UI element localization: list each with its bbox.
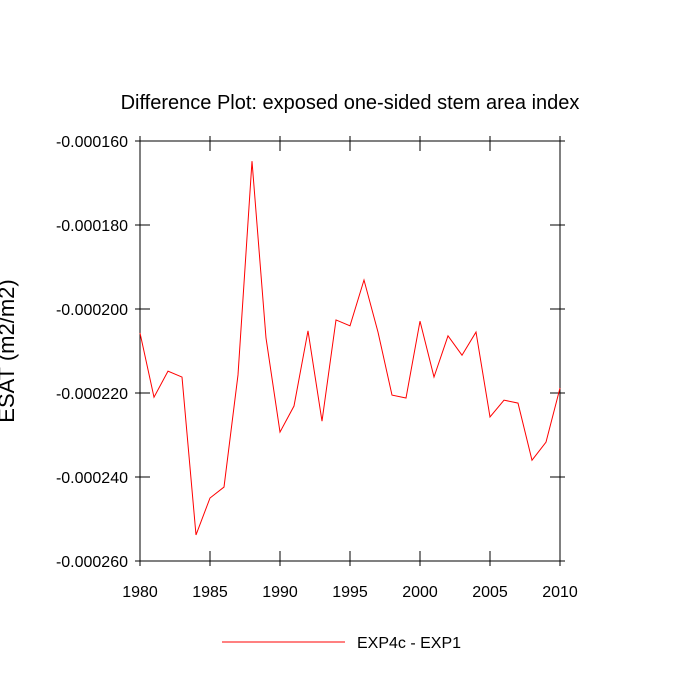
y-tick-label: -0.000180 (56, 218, 128, 235)
plot-frame (139, 140, 561, 562)
y-tick-label: -0.000160 (56, 134, 128, 151)
legend-label: EXP4c - EXP1 (357, 635, 461, 652)
x-tick-label: 1995 (332, 584, 368, 601)
x-tick-label: 1980 (122, 584, 158, 601)
x-tick-label: 1985 (192, 584, 228, 601)
y-tick-label: -0.000200 (56, 302, 128, 319)
x-tick-label: 2005 (472, 584, 508, 601)
y-axis-label: ESAT (m2/m2) (0, 279, 19, 422)
y-tick-label: -0.000260 (56, 554, 128, 571)
data-line (139, 161, 561, 536)
chart-title: Difference Plot: exposed one-sided stem … (121, 92, 580, 114)
x-tick-label: 1990 (262, 584, 298, 601)
y-tick-label: -0.000220 (56, 386, 128, 403)
x-tick-label: 2010 (542, 584, 578, 601)
x-tick-label: 2000 (402, 584, 438, 601)
y-tick-label: -0.000240 (56, 470, 128, 487)
